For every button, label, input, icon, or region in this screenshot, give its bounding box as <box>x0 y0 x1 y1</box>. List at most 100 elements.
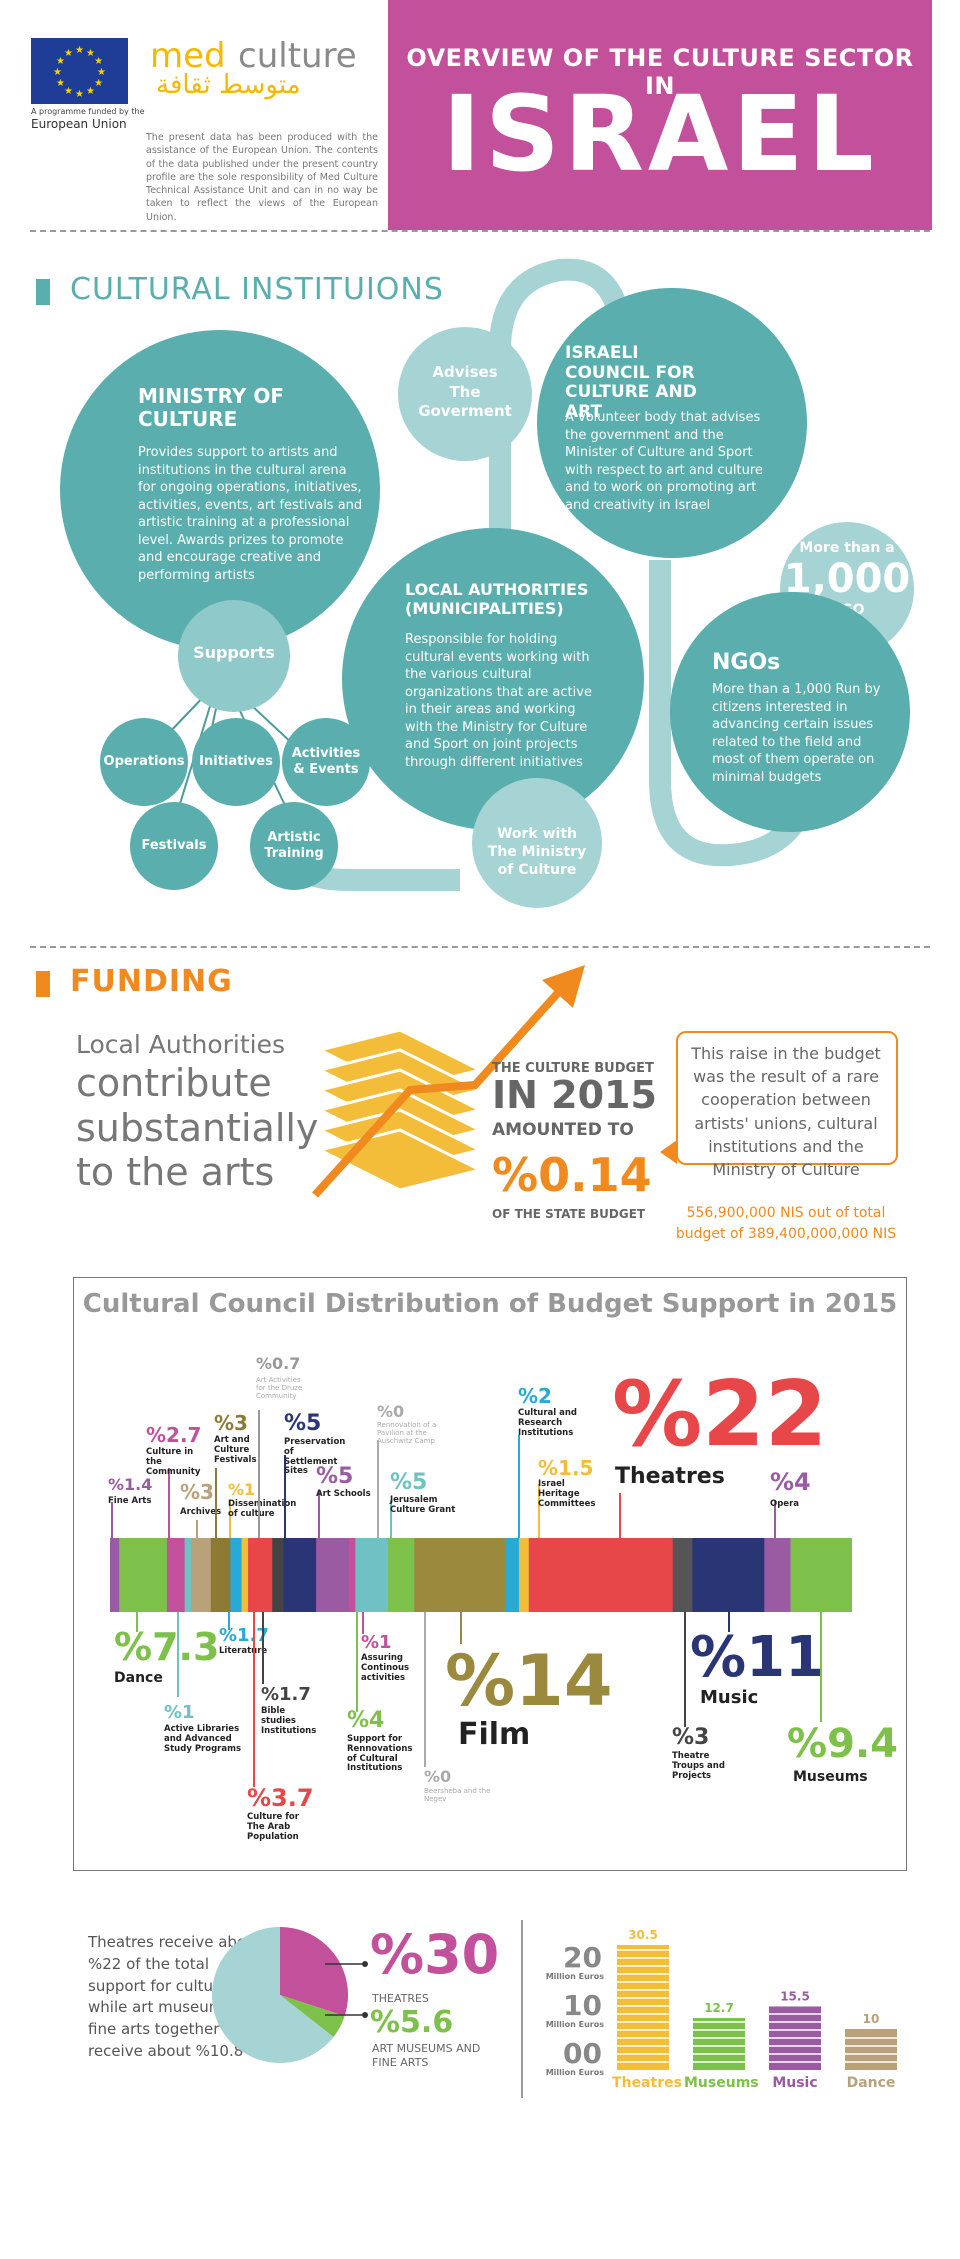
eu-name: European Union <box>31 117 127 131</box>
distribution-segment-13 <box>355 1538 389 1612</box>
theatres-share-label: THEATRES <box>372 1992 429 2005</box>
ministry-text: Provides support to artists and institut… <box>138 445 363 583</box>
pct-libraries: %1 <box>164 1702 195 1723</box>
ngo-badge-top: More than a <box>799 540 895 556</box>
euro-bar-value-2: 15.5 <box>780 1989 810 2003</box>
euro-tick-20-unit: Million Euros <box>545 1972 604 1981</box>
distribution-segment-18 <box>528 1538 674 1612</box>
council-title: ISRAELI COUNCIL FOR CULTURE AND ART <box>565 343 697 422</box>
pct-druze: %0.7 <box>256 1354 301 1373</box>
pct-rennovations: %4 <box>347 1708 385 1733</box>
euro-bar-value-0: 30.5 <box>628 1928 658 1942</box>
pct-continuous: %1 <box>361 1632 392 1653</box>
distribution-segment-7 <box>241 1538 249 1612</box>
euro-bar-body-3 <box>845 2029 897 2070</box>
title-line1: OVERVIEW OF THE CULTURE SECTOR IN <box>406 44 914 100</box>
raise-box <box>676 1031 898 1165</box>
pct-music: %11 <box>690 1625 825 1690</box>
support-festivals <box>130 802 218 890</box>
label-research: Cultural and Research Institutions <box>518 1408 577 1438</box>
label-art-schools: Art Schools <box>316 1489 371 1499</box>
label-bible: Bible studies Institutions <box>261 1706 317 1736</box>
ngos-title: NGOs <box>712 650 781 675</box>
pct-arab: %3.7 <box>247 1784 314 1812</box>
support-operations <box>100 718 188 806</box>
stem-research <box>518 1435 520 1538</box>
stem-bible <box>262 1612 264 1684</box>
distribution-segment-14 <box>388 1538 415 1612</box>
support-activities <box>282 718 370 806</box>
ministry-title: MINISTRY OF CULTURE <box>138 384 284 431</box>
pct-art-schools: %5 <box>316 1464 354 1489</box>
stem-fine-arts <box>111 1502 113 1538</box>
ngos-circle <box>670 592 910 832</box>
stem-music <box>728 1612 730 1632</box>
pct-auschwitz: %0 <box>377 1402 405 1421</box>
pct-dissemination: %1 <box>228 1480 256 1499</box>
stem-theatres <box>619 1493 621 1538</box>
logo-med: med <box>150 36 226 76</box>
distribution-segment-3 <box>184 1538 192 1612</box>
pct-museums: %9.4 <box>787 1721 898 1767</box>
stem-continuous <box>362 1612 364 1634</box>
disclaimer: The present data has been produced with … <box>146 132 378 223</box>
label-arab: Culture for The Arab Population <box>247 1812 299 1842</box>
pie-slice-0 <box>280 1927 348 2017</box>
eu-star: ★ <box>64 48 73 59</box>
advises-text: Advises The Goverment <box>418 363 512 420</box>
eu-star: ★ <box>86 48 95 59</box>
logo-arabic: متوسط ثقافة <box>156 70 301 100</box>
stem-opera <box>774 1500 776 1538</box>
supports-label: Supports <box>193 643 275 662</box>
distribution-segment-5 <box>210 1538 231 1612</box>
eu-flag: ★ ★ ★ ★ ★ ★ ★ ★ ★ ★ ★ ★ <box>31 38 128 104</box>
distribution-segment-8 <box>248 1538 273 1612</box>
label-settlement: Preservation of Settlement Sites <box>284 1437 346 1477</box>
distribution-segment-6 <box>230 1538 243 1612</box>
distribution-title: Cultural Council Distribution of Budget … <box>82 1289 898 1319</box>
distribution-segment-2 <box>166 1538 186 1612</box>
local-line3: substantially <box>76 1106 319 1150</box>
euro-tick-10: 10 <box>563 1989 602 2022</box>
euro-bar-label-dance: Dance <box>846 2075 896 2091</box>
label-auschwitz: Rennovation of a Pavilion at the Auschwi… <box>377 1421 437 1446</box>
support-festivals-label: Festivals <box>141 838 207 853</box>
title-country: ISRAEL <box>442 73 878 195</box>
funding-title: FUNDING <box>70 964 233 999</box>
eu-star: ★ <box>94 78 103 89</box>
distribution-segment-0 <box>110 1538 120 1612</box>
support-artistic-label: Artistic Training <box>264 830 324 861</box>
pct-settlement: %5 <box>284 1411 322 1436</box>
euro-bar-3: 10 <box>845 2012 897 2070</box>
budget-line3: AMOUNTED TO <box>492 1120 634 1140</box>
support-operations-label: Operations <box>103 754 185 769</box>
budget-line4: OF THE STATE BUDGET <box>492 1207 646 1221</box>
pie-chart <box>211 1927 348 2063</box>
distribution-segment-19 <box>672 1538 693 1612</box>
pct-theatres: %22 <box>612 1362 828 1467</box>
label-fine-arts: Fine Arts <box>108 1496 152 1506</box>
eu-star: ★ <box>56 56 65 67</box>
ngos-text: More than a 1,000 Run by citizens intere… <box>712 682 881 785</box>
title-banner: OVERVIEW OF THE CULTURE SECTOR IN ISRAEL <box>388 0 932 230</box>
eu-star: ★ <box>75 45 84 56</box>
stem-dissemination <box>229 1500 231 1538</box>
pct-literature: %1.7 <box>219 1625 269 1646</box>
theatres-share-pct: %30 <box>370 1923 500 1986</box>
euro-tick-20: 20 <box>563 1941 602 1974</box>
support-initiatives-label: Initiatives <box>199 754 273 769</box>
stem-auschwitz <box>377 1440 379 1538</box>
euro-tick-00-unit: Million Euros <box>545 2068 604 2077</box>
distribution-segment-20 <box>692 1538 765 1612</box>
money-stack-icon <box>312 965 585 1198</box>
euro-bar-2: 15.5 <box>769 1989 821 2070</box>
divider-1 <box>30 230 930 232</box>
stem-druze <box>258 1410 260 1538</box>
stem-arab <box>253 1612 255 1787</box>
distribution-segment-17 <box>518 1538 530 1612</box>
euro-bar-label-museums: Museums <box>684 2075 759 2091</box>
advises-bubble <box>398 327 532 461</box>
stem-settlement <box>284 1455 286 1538</box>
euro-bar-label-music: Music <box>772 2075 818 2091</box>
section-divider-vertical <box>521 1920 523 2098</box>
